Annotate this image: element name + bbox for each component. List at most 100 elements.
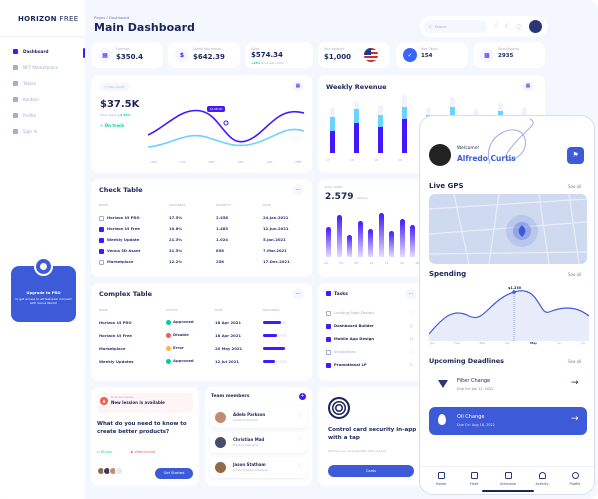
chart-options-button[interactable]: ▦: [293, 81, 303, 91]
task-item[interactable]: Promotional LP ∷: [326, 362, 413, 368]
revenue-bar-segment[interactable]: [354, 109, 359, 123]
revenue-bar-segment[interactable]: [474, 109, 479, 119]
deadline-item-filter[interactable]: Filter Change Due On: Jan 12, 2022 →: [429, 371, 587, 399]
notification-button[interactable]: ⚑: [567, 147, 584, 164]
traffic-bar[interactable]: [368, 229, 373, 257]
deadlines-title: Upcoming Deadlines: [429, 357, 504, 365]
more-vertical-icon[interactable]: ⋮: [297, 412, 302, 418]
revenue-bar-segment[interactable]: [402, 95, 407, 107]
breadcrumb[interactable]: Pages / Dashboard: [94, 15, 130, 20]
task-checkbox[interactable]: [326, 336, 331, 342]
revenue-bar-segment[interactable]: [378, 127, 383, 153]
sidebar-item-tables[interactable]: Tables: [13, 81, 36, 86]
row-checkbox[interactable]: [99, 215, 104, 221]
app-logo[interactable]: HORIZON FREE: [18, 15, 79, 23]
sidebar-item-nft-marketplace[interactable]: NFT Marketplace: [13, 65, 58, 70]
complex-table-more-button[interactable]: ⋯: [293, 289, 303, 299]
sidebar-divider: [0, 36, 85, 37]
drag-handle-icon[interactable]: ∷: [410, 323, 413, 328]
task-checkbox[interactable]: [326, 310, 331, 316]
revenue-bar-segment[interactable]: [330, 107, 335, 117]
tab-schedule[interactable]: Schedule: [493, 472, 523, 486]
row-checkbox[interactable]: [99, 248, 104, 254]
live-gps-title: Live GPS: [429, 182, 464, 190]
avatar[interactable]: [529, 20, 542, 33]
bell-icon[interactable]: ♡: [493, 23, 499, 30]
revenue-bar-segment[interactable]: [378, 105, 383, 115]
user-avatar[interactable]: [429, 144, 451, 166]
stat-card-spend: $ Spend this month $642.39: [168, 42, 240, 68]
tasks-header-checkbox[interactable]: [326, 291, 331, 296]
tab-profile[interactable]: Profile: [560, 472, 590, 486]
card-security-card: Control card security in-app with a tap …: [318, 387, 423, 486]
more-vertical-icon[interactable]: ⋮: [297, 462, 302, 468]
task-item[interactable]: Illustrations ∷: [326, 349, 412, 355]
spending-see-all[interactable]: See all: [568, 272, 582, 277]
traffic-bar[interactable]: [399, 219, 405, 257]
revenue-bar-segment[interactable]: [498, 103, 503, 111]
cards-button[interactable]: Cards: [328, 465, 414, 477]
traffic-bar[interactable]: [389, 231, 394, 257]
flag-icon[interactable]: [364, 48, 378, 62]
get-started-button[interactable]: Get Started: [155, 468, 193, 479]
weekly-revenue-title: Weekly Revenue: [326, 83, 387, 91]
period-select[interactable]: ▢ This month: [100, 83, 129, 91]
revenue-bar-segment[interactable]: [426, 107, 431, 115]
live-gps-see-all[interactable]: See all: [568, 184, 582, 189]
table-row: Weekly Update: [99, 237, 139, 243]
traffic-bar[interactable]: [326, 227, 331, 257]
task-checkbox[interactable]: [326, 349, 331, 355]
tab-home[interactable]: Home: [426, 472, 456, 486]
revenue-bar-segment[interactable]: [354, 101, 359, 109]
traffic-bar[interactable]: [357, 221, 363, 257]
task-item[interactable]: Landing Page Design ∷: [326, 310, 412, 316]
tasks-more-button[interactable]: ⋯: [406, 289, 416, 299]
task-checkbox[interactable]: [326, 362, 331, 368]
drag-handle-icon[interactable]: ∷: [410, 336, 413, 341]
check-table-more-button[interactable]: ⋯: [293, 185, 303, 195]
oil-icon: [438, 414, 446, 425]
row-checkbox[interactable]: [99, 259, 104, 265]
row-checkbox[interactable]: [99, 237, 104, 243]
live-gps-map[interactable]: [429, 194, 587, 264]
traffic-bar[interactable]: [347, 235, 352, 257]
traffic-bar[interactable]: [336, 215, 342, 257]
revenue-bar-segment[interactable]: [522, 107, 527, 117]
sidebar-item-kanban[interactable]: Kanban: [13, 97, 39, 102]
deadlines-see-all[interactable]: See all: [568, 359, 582, 364]
revenue-bar-segment[interactable]: [402, 107, 407, 119]
info-icon[interactable]: ⓘ: [516, 25, 523, 32]
progress-bar: [263, 347, 287, 350]
sidebar-item-sign-in[interactable]: Sign In: [13, 129, 37, 134]
row-checkbox[interactable]: [99, 226, 104, 232]
task-checkbox[interactable]: [326, 323, 331, 329]
more-vertical-icon[interactable]: ⋮: [297, 437, 302, 443]
tab-activity[interactable]: Activity: [527, 472, 557, 486]
task-item[interactable]: Mobile App Design ∷: [326, 336, 413, 342]
add-member-button[interactable]: +: [299, 393, 306, 400]
sidebar-item-dashboard[interactable]: Dashboard: [13, 49, 49, 54]
traffic-bar[interactable]: [378, 213, 384, 257]
revenue-bar-segment[interactable]: [354, 123, 359, 153]
sidebar-item-profile[interactable]: Profile: [13, 113, 36, 118]
check-table-title: Check Table: [99, 186, 143, 194]
revenue-bar-segment[interactable]: [330, 117, 335, 131]
revenue-bar-segment[interactable]: [330, 131, 335, 153]
upgrade-card[interactable]: Upgrade to PRO to get access to all feat…: [11, 257, 76, 322]
revenue-options-button[interactable]: ▦: [523, 81, 533, 91]
revenue-bar-segment[interactable]: [450, 97, 455, 107]
traffic-bar[interactable]: [410, 225, 415, 257]
revenue-bar-segment[interactable]: [378, 115, 383, 127]
task-item[interactable]: Dashboard Builder ∷: [326, 323, 413, 329]
revenue-bar-segment[interactable]: [450, 107, 455, 121]
revenue-bar-segment[interactable]: [402, 119, 407, 153]
drag-handle-icon[interactable]: ∷: [410, 362, 413, 367]
deadline-item-oil[interactable]: Oil Change Due On: Aug 18, 2022 →: [429, 407, 587, 435]
drag-handle-icon[interactable]: ∷: [410, 349, 413, 354]
map-roads: [429, 194, 587, 264]
search-input[interactable]: ⚲ Search: [424, 20, 487, 33]
status-badge: Disable: [166, 332, 189, 338]
tab-fleet[interactable]: Fleet: [459, 472, 489, 486]
moon-icon[interactable]: ☾: [505, 23, 511, 30]
drag-handle-icon[interactable]: ∷: [410, 310, 413, 315]
